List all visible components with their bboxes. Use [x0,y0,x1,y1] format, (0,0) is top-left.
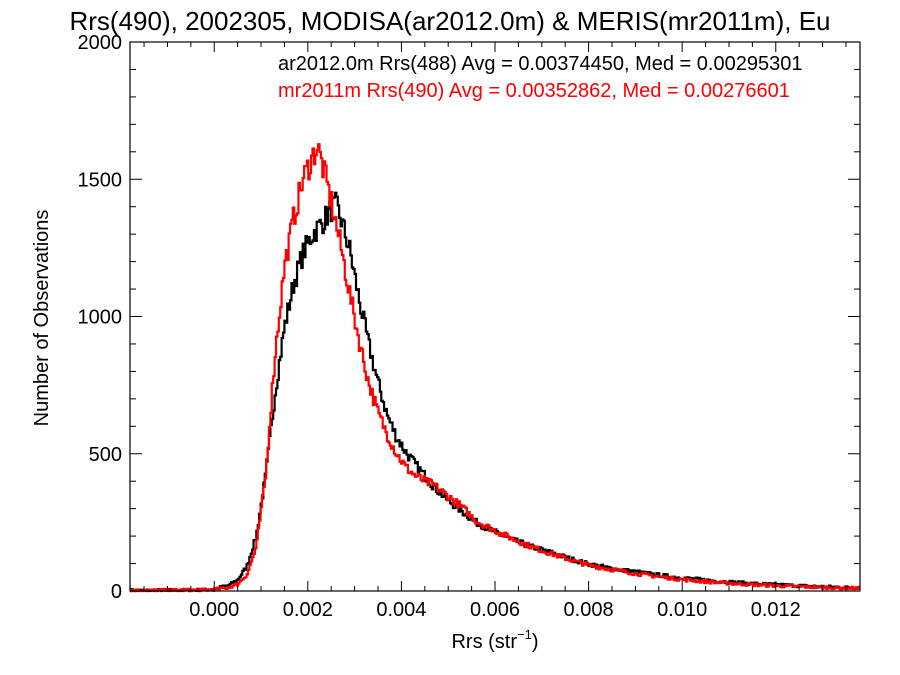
x-tick-label: 0.008 [564,599,614,621]
legend-entry-1: ar2012.0m Rrs(488) Avg = 0.00374450, Med… [278,53,802,75]
x-tick-label: 0.000 [189,599,239,621]
y-tick-label: 1000 [78,307,123,329]
y-tick-label: 2000 [78,32,123,54]
plot-frame [129,41,861,592]
y-tick-label: 500 [89,444,122,466]
y-tick-label: 1500 [78,169,123,191]
legend: ar2012.0m Rrs(488) Avg = 0.00374450, Med… [278,53,802,102]
x-tick-label: 0.012 [751,599,801,621]
y-axis-label: Number of Observations [31,210,53,427]
x-tick-label: 0.002 [283,599,333,621]
x-axis-label-text: Rrs (str [451,631,517,653]
x-tick-label: 0.010 [657,599,707,621]
x-axis-label-superscript: −1 [517,627,532,642]
series-line-2 [130,143,860,593]
x-axis-label-end: ) [532,631,539,653]
chart-title: Rrs(490), 2002305, MODISA(ar2012.0m) & M… [69,6,830,36]
x-axis-label: Rrs (str−1) [451,627,538,653]
x-tick-label: 0.004 [376,599,426,621]
x-tick-label: 0.006 [470,599,520,621]
y-tick-label: 0 [111,581,122,603]
plot-area: 0.000 0.002 0.004 0.006 0.008 0.010 0.012 0 500 1… [78,32,861,621]
legend-entry-2: mr2011m Rrs(490) Avg = 0.00352862, Med =… [278,80,790,102]
